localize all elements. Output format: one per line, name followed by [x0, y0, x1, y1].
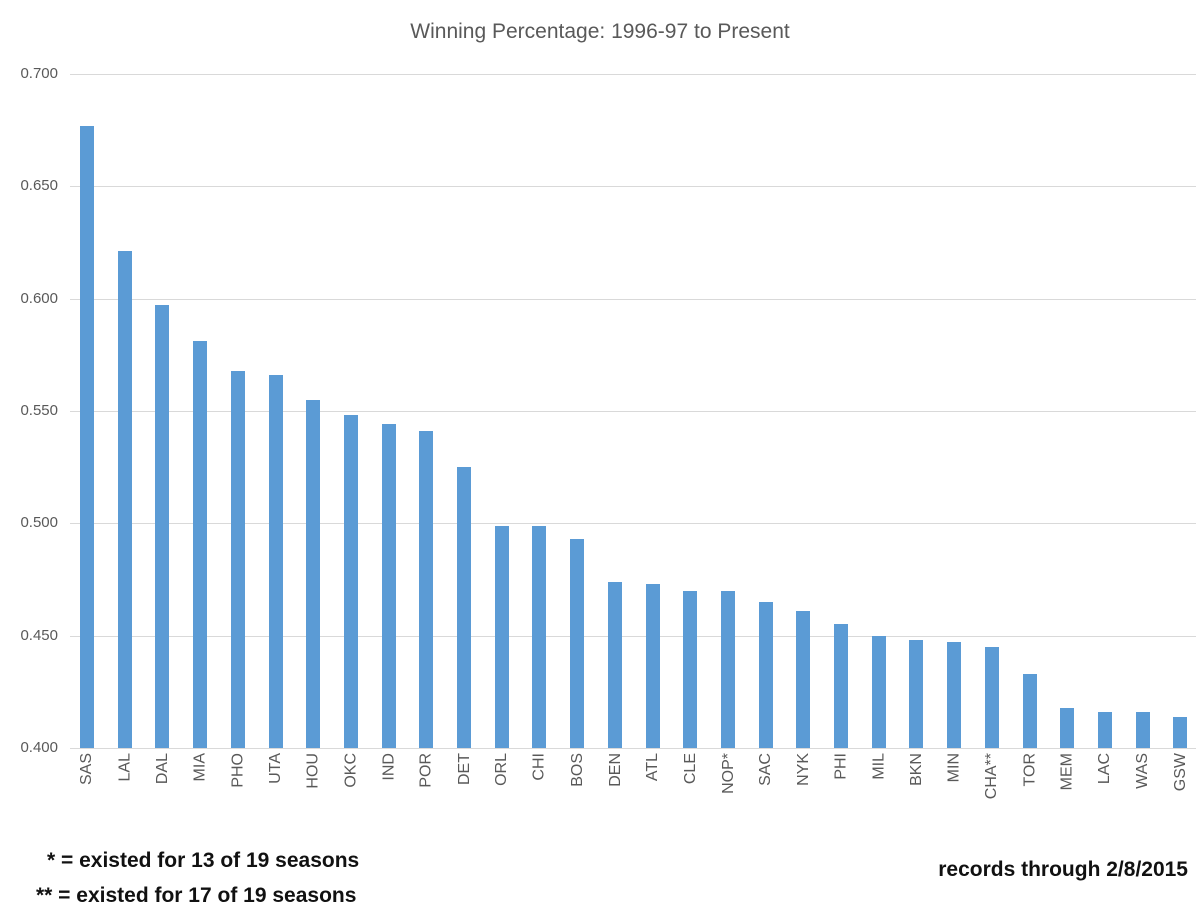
bar-atl [645, 583, 660, 748]
bar-lac [1097, 712, 1112, 748]
bar-lal [117, 251, 132, 748]
x-axis-tick-label: MIA [191, 753, 209, 782]
bar-min [947, 642, 962, 748]
footnote-double-asterisk: ** = existed for 17 of 19 seasons [36, 884, 357, 907]
x-axis-tick-label: MIL [870, 753, 888, 780]
bar-nop [720, 590, 735, 748]
x-axis-tick-label: NOP* [719, 753, 737, 794]
y-axis-tick-label: 0.400 [20, 739, 58, 756]
bar-bos [570, 539, 585, 748]
bar-por [419, 431, 434, 748]
gridline [70, 74, 1196, 75]
x-axis-tick-label: UTA [267, 753, 284, 784]
gridline [70, 635, 1196, 637]
bar-ind [381, 424, 396, 748]
bar-det [457, 467, 471, 748]
x-axis-tick-label: SAS [78, 753, 96, 786]
x-axis-tick-label: TOR [1021, 753, 1038, 787]
gridline [70, 186, 1196, 188]
y-axis-tick-label: 0.450 [20, 626, 58, 644]
x-axis-tick-label: PHI [832, 753, 850, 780]
bar-was [1135, 712, 1150, 748]
x-axis-tick-label: ORL [493, 753, 511, 786]
gridline [70, 523, 1196, 525]
bar-orl [494, 525, 509, 748]
x-axis-tick-label: HOU [304, 753, 322, 789]
bar-bkn [909, 640, 924, 748]
y-axis-tick-label: 0.700 [20, 65, 58, 82]
footnote-single-asterisk: * = existed for 13 of 19 seasons [47, 849, 360, 872]
x-axis-tick-label: CHI [530, 753, 548, 781]
bar-mia [193, 341, 208, 748]
bar-chi [532, 525, 547, 748]
bar-phi [834, 624, 848, 748]
x-axis-tick-label: LAC [1096, 753, 1114, 785]
chart-title: Winning Percentage: 1996-97 to Present [410, 20, 790, 43]
bar-dal [155, 305, 170, 748]
bar-sas [80, 125, 94, 748]
bar-sac [758, 601, 773, 748]
bar-uta [268, 375, 283, 748]
bar-nyk [796, 610, 811, 748]
y-axis-tick-label: 0.600 [20, 289, 58, 307]
x-axis-tick-label: OKC [342, 753, 360, 788]
bar-cha [984, 646, 999, 748]
y-axis-tick-label: 0.550 [20, 402, 58, 419]
x-axis-tick-label: CLE [681, 753, 699, 785]
bar-den [607, 581, 622, 748]
bar-pho [230, 370, 245, 748]
x-axis-tick-label: PHO [229, 753, 247, 788]
x-axis-tick-label: MEM [1058, 753, 1076, 791]
gridline [70, 411, 1196, 412]
y-axis-tick-label: 0.650 [20, 177, 58, 195]
bar-cle [683, 590, 698, 748]
x-axis-tick-label: DET [455, 753, 473, 785]
bar-okc [343, 415, 358, 748]
records-through-note: records through 2/8/2015 [938, 858, 1188, 881]
bar-mil [871, 635, 886, 748]
x-axis-tick-label: WAS [1134, 753, 1152, 789]
x-axis-tick-label: DAL [153, 753, 171, 785]
gridline [70, 298, 1196, 300]
x-axis-tick-label: GSW [1171, 753, 1189, 792]
y-axis-tick-label: 0.500 [20, 514, 58, 532]
bar-mem [1060, 707, 1075, 748]
gridline [70, 748, 1196, 749]
x-axis-tick-label: DEN [606, 753, 624, 787]
x-axis-tick-label: LAL [116, 753, 134, 782]
x-axis-tick-label: NYK [794, 753, 812, 786]
bar-tor [1022, 673, 1037, 748]
x-axis-tick-label: SAC [757, 753, 775, 786]
x-axis-tick-label: ATL [644, 753, 661, 782]
bar-gsw [1173, 716, 1188, 748]
x-axis-tick-label: IND [380, 753, 398, 781]
bar-hou [306, 399, 321, 748]
x-axis-tick-label: BKN [907, 753, 925, 786]
x-axis-tick-label: MIN [945, 753, 963, 783]
x-axis-tick-label: CHA** [983, 753, 1001, 800]
x-axis-tick-label: POR [417, 753, 435, 788]
x-axis-tick-label: BOS [568, 753, 586, 787]
